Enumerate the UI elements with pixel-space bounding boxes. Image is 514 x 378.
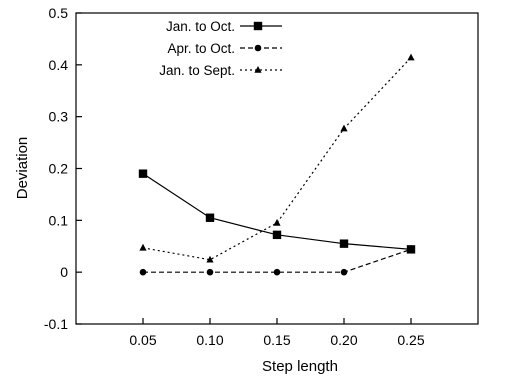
data-point xyxy=(340,124,348,132)
data-point xyxy=(407,246,415,253)
data-point xyxy=(407,53,415,61)
series-square xyxy=(138,169,416,254)
y-tick-label: 0.1 xyxy=(49,212,69,228)
x-axis-label: Step length xyxy=(262,358,338,375)
series-triangle xyxy=(139,53,415,263)
data-point xyxy=(139,268,147,276)
data-point xyxy=(206,268,214,276)
series-lines xyxy=(138,53,416,276)
data-point xyxy=(273,218,281,226)
x-tick-label: 0.10 xyxy=(196,332,223,348)
x-tick-label: 0.05 xyxy=(129,332,156,348)
y-axis-label: Deviation xyxy=(14,137,31,200)
plot-border xyxy=(75,12,479,325)
data-point xyxy=(205,213,215,222)
legend-marker xyxy=(254,44,262,52)
data-point xyxy=(272,230,282,240)
legend-marker xyxy=(254,66,262,73)
y-tick-label: 0.5 xyxy=(49,5,69,21)
axes: -0.1 0 0.1 0.2 0.3 0.4 0.5 0.05 0.10 0.15 0.20 0.25 xyxy=(44,5,425,348)
x-tick-label: 0.20 xyxy=(330,332,357,348)
series-line xyxy=(143,248,412,273)
x-tick-label: 0.25 xyxy=(397,332,424,348)
y-tick-label: -0.1 xyxy=(44,316,68,332)
legend-marker xyxy=(253,21,263,31)
data-point xyxy=(206,255,214,263)
data-point xyxy=(139,243,147,251)
y-tick-label: 0.2 xyxy=(49,161,69,177)
y-tick-label: 0.4 xyxy=(49,57,69,73)
data-point xyxy=(339,239,349,248)
y-tick-label: 0 xyxy=(60,264,68,280)
legend: Jan. to Oct. Apr. to Oct. Jan. to Sept. xyxy=(159,19,282,78)
data-point xyxy=(273,268,281,276)
data-point xyxy=(340,268,348,276)
legend-label: Jan. to Sept. xyxy=(159,63,235,78)
x-tick-label: 0.15 xyxy=(263,332,290,348)
plot-frame xyxy=(75,12,479,325)
legend-label: Jan. to Oct. xyxy=(166,19,235,34)
series-circle xyxy=(139,246,415,276)
legend-label: Apr. to Oct. xyxy=(167,41,235,56)
y-tick-label: 0.3 xyxy=(49,109,69,125)
data-point xyxy=(138,169,148,178)
series-line xyxy=(142,57,412,261)
